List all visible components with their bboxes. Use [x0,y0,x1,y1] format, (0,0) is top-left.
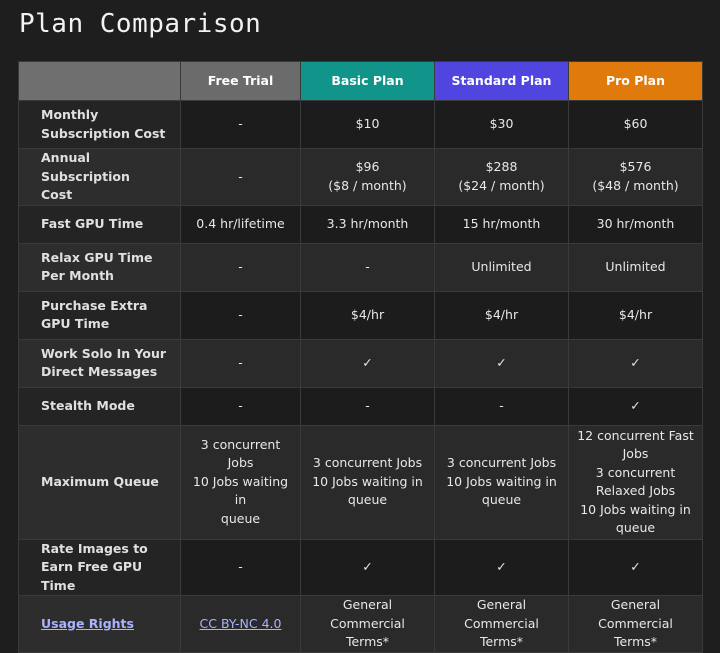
cell-pro-plan: $4/hr [568,290,703,340]
table-row: Usage Rights CC BY-NC 4.0 General Commerci… [18,595,703,653]
table-row: Rate Images to Earn Free GPU Time - ✓ ✓ ✓ [18,538,703,596]
cell-basic-plan: - [300,386,435,426]
cell-standard-plan: Unlimited [434,242,569,292]
cell-basic-plan: - [300,242,435,292]
table-row: Fast GPU Time 0.4 hr/lifetime 3.3 hr/month… [18,204,703,244]
cell-standard-plan: - [434,386,569,426]
cell-free-trial: 0.4 hr/lifetime [180,204,301,244]
cell-free-trial: - [180,386,301,426]
row-label: Annual Subscription Cost [18,148,181,206]
cell-pro-plan: Unlimited [568,242,703,292]
page-title: Plan Comparison [19,9,262,39]
table-row: Stealth Mode - - - ✓ [18,386,703,426]
cell-standard-plan: 15 hr/month [434,204,569,244]
cell-pro-plan: ✓ [568,338,703,388]
cell-pro-plan: ✓ [568,538,703,596]
cell-free-trial: - [180,290,301,340]
cell-free-trial: - [180,538,301,596]
header-pro-plan: Pro Plan [568,61,703,101]
cell-free-trial: - [180,338,301,388]
cell-standard-plan: $288 ($24 / month) [434,148,569,206]
table-row: Work Solo In Your Direct Messages - ✓ ✓ ✓ [18,338,703,388]
header-free-trial: Free Trial [180,61,301,101]
table-row: Annual Subscription Cost - $96 ($8 / month… [18,148,703,206]
cell-basic-plan: ✓ [300,338,435,388]
cell-free-trial: 3 concurrent Jobs 10 Jobs waiting in que… [180,424,301,540]
header-corner [18,61,181,101]
table-row: Monthly Subscription Cost - $10 $30 $60 [18,100,703,149]
row-label: Purchase Extra GPU Time [18,290,181,340]
row-label: Stealth Mode [18,386,181,426]
cell-basic-plan: ✓ [300,538,435,596]
cell-standard-plan: 3 concurrent Jobs 10 Jobs waiting in que… [434,424,569,540]
cell-basic-plan: $96 ($8 / month) [300,148,435,206]
cell-basic-plan: General Commercial Terms* [300,595,435,653]
cell-standard-plan: ✓ [434,538,569,596]
cell-free-trial: - [180,148,301,206]
cell-pro-plan: $60 [568,100,703,149]
cell-basic-plan: 3.3 hr/month [300,204,435,244]
cell-pro-plan: General Commercial Terms* [568,595,703,653]
cell-standard-plan: $4/hr [434,290,569,340]
plan-comparison-table: Free Trial Basic Plan Standard Plan Pro … [18,61,703,653]
usage-rights-link[interactable]: Usage Rights [18,595,181,653]
row-label: Monthly Subscription Cost [18,100,181,149]
header-standard-plan: Standard Plan [434,61,569,101]
cell-pro-plan: $576 ($48 / month) [568,148,703,206]
cell-pro-plan: 30 hr/month [568,204,703,244]
table-row: Purchase Extra GPU Time - $4/hr $4/hr $4/hr [18,290,703,340]
cell-free-trial: - [180,242,301,292]
cc-license-text[interactable]: CC BY-NC 4.0 [199,615,282,631]
row-label: Maximum Queue [18,424,181,540]
cell-basic-plan: $10 [300,100,435,149]
cell-basic-plan: $4/hr [300,290,435,340]
row-label: Work Solo In Your Direct Messages [18,338,181,388]
table-row: Maximum Queue 3 concurrent Jobs 10 Jobs w… [18,424,703,540]
cell-standard-plan: ✓ [434,338,569,388]
row-label: Rate Images to Earn Free GPU Time [18,538,181,596]
cell-standard-plan: General Commercial Terms* [434,595,569,653]
row-label: Relax GPU Time Per Month [18,242,181,292]
cell-pro-plan: 12 concurrent Fast Jobs 3 concurrent Rel… [568,424,703,540]
cc-license-link[interactable]: CC BY-NC 4.0 [180,595,301,653]
row-label: Fast GPU Time [18,204,181,244]
cell-free-trial: - [180,100,301,149]
table-header-row: Free Trial Basic Plan Standard Plan Pro … [18,61,703,101]
cell-standard-plan: $30 [434,100,569,149]
cell-basic-plan: 3 concurrent Jobs 10 Jobs waiting in que… [300,424,435,540]
cell-pro-plan: ✓ [568,386,703,426]
table-row: Relax GPU Time Per Month - - Unlimited Unlim… [18,242,703,292]
header-basic-plan: Basic Plan [300,61,435,101]
